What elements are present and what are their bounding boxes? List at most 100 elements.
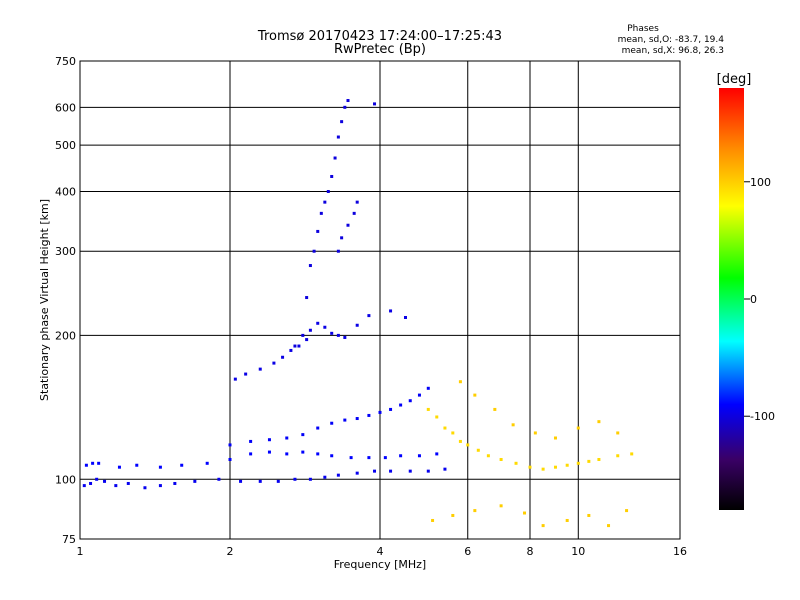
data-point [367, 314, 371, 318]
data-point [330, 331, 334, 335]
data-point [293, 477, 297, 481]
data-point [541, 467, 545, 471]
data-point [228, 457, 232, 461]
data-point [511, 423, 515, 427]
data-point [553, 436, 557, 440]
data-point [417, 454, 421, 458]
x-tick-labels: 1 2 4 6 8 10 16 [77, 545, 688, 558]
stats-heading: Phases [627, 24, 659, 34]
data-point [383, 456, 387, 460]
colorbar-label: [deg] [717, 72, 752, 87]
data-point [333, 156, 337, 160]
data-point [493, 407, 497, 411]
data-point [82, 484, 86, 488]
data-point [346, 223, 350, 227]
colorbar-tick-label: -100 [750, 410, 775, 423]
data-point [587, 513, 591, 517]
data-point [373, 102, 377, 106]
data-point [625, 509, 629, 513]
data-point [352, 211, 356, 215]
data-point [417, 393, 421, 397]
data-point [126, 481, 130, 485]
data-point [249, 439, 253, 443]
data-point [316, 321, 320, 325]
x-tick-label: 2 [227, 545, 234, 558]
y-tick-label: 500 [55, 139, 76, 152]
colorbar-tick-label: 0 [750, 293, 757, 306]
data-point [308, 264, 312, 268]
data-point [514, 461, 518, 465]
data-point [285, 452, 289, 456]
data-point [373, 469, 377, 473]
data-point [316, 452, 320, 456]
data-point [244, 372, 248, 376]
data-point [103, 479, 107, 483]
colorbar-ticks: -100 0 100 [744, 176, 775, 423]
data-point [426, 469, 430, 473]
data-point [355, 200, 359, 204]
data-point [355, 417, 359, 421]
data-point [426, 407, 430, 411]
data-point [330, 174, 334, 178]
colorbar: [deg] -100 0 100 [717, 72, 775, 510]
data-point [565, 518, 569, 522]
data-point [340, 236, 344, 240]
y-tick-label: 300 [55, 245, 76, 258]
data-point [435, 452, 439, 456]
data-point [486, 454, 490, 458]
data-point [336, 135, 340, 139]
data-point [205, 461, 209, 465]
data-point [114, 484, 118, 488]
colorbar-tick-label: 100 [750, 176, 771, 189]
x-tick-label: 8 [527, 545, 534, 558]
data-point [349, 456, 353, 460]
y-tick-label: 200 [55, 329, 76, 342]
data-point [319, 211, 323, 215]
data-point [305, 338, 309, 342]
data-point [553, 465, 557, 469]
data-point [389, 309, 393, 313]
data-point [355, 323, 359, 327]
data-point [336, 249, 340, 253]
data-point [408, 399, 412, 403]
data-point [443, 426, 447, 430]
data-point [173, 481, 177, 485]
data-point [597, 457, 601, 461]
data-point [378, 410, 382, 414]
data-point [399, 403, 403, 407]
data-point [435, 415, 439, 419]
data-point [249, 452, 253, 456]
data-point [95, 477, 99, 481]
data-point [346, 99, 350, 103]
x-tick-label: 10 [571, 545, 585, 558]
data-point [233, 377, 237, 381]
data-point [533, 431, 537, 435]
data-point [466, 443, 470, 447]
data-point [158, 465, 162, 469]
data-point [193, 479, 197, 483]
data-point [616, 454, 620, 458]
data-point [143, 486, 147, 490]
data-point [616, 431, 620, 435]
stats-o-line: mean, sd,O: -83.7, 19.4 [618, 35, 725, 45]
data-point [89, 481, 93, 485]
data-point [367, 413, 371, 417]
data-point [630, 452, 634, 456]
data-point [272, 361, 276, 365]
data-point [607, 524, 611, 528]
data-point [312, 249, 316, 253]
data-point [297, 344, 301, 348]
data-point [576, 461, 580, 465]
data-point [367, 456, 371, 460]
x-tick-label: 16 [673, 545, 687, 558]
data-point [308, 477, 312, 481]
y-tick-label: 400 [55, 185, 76, 198]
y-tick-label: 75 [62, 533, 76, 546]
data-point [158, 484, 162, 488]
data-point [308, 328, 312, 332]
data-point [293, 344, 297, 348]
data-point [528, 465, 532, 469]
data-point [523, 511, 527, 515]
data-point [217, 477, 221, 481]
data-point [403, 315, 407, 319]
